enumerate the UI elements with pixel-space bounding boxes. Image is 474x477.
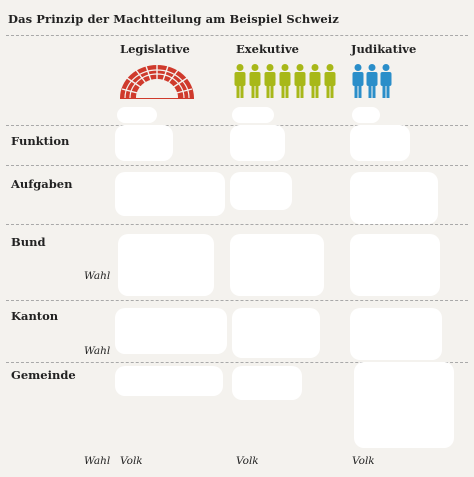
- row-label-kanton: Kanton: [11, 309, 59, 323]
- divider: [6, 300, 468, 301]
- redacted-area: [115, 366, 223, 396]
- redacted-area: [230, 125, 285, 161]
- parliament-icon: [120, 64, 194, 99]
- person-icon: [366, 64, 378, 98]
- redacted-area: [232, 107, 274, 123]
- wahl-label-kanton: Wahl: [84, 345, 111, 357]
- redacted-area: [232, 308, 320, 358]
- person-icon: [249, 64, 261, 98]
- redacted-area: [115, 172, 225, 216]
- judikative-people-icon: [352, 64, 392, 98]
- person-icon: [380, 64, 392, 98]
- column-header-judikative: Judikative: [351, 42, 417, 56]
- divider: [6, 362, 468, 363]
- person-icon: [264, 64, 276, 98]
- volk-label-exekutive: Volk: [236, 455, 259, 467]
- wahl-label-bund: Wahl: [84, 270, 111, 282]
- person-icon: [352, 64, 364, 98]
- volk-label-judikative: Volk: [352, 455, 375, 467]
- divider: [6, 35, 468, 36]
- person-icon: [324, 64, 336, 98]
- redacted-area: [117, 107, 157, 123]
- divider: [6, 165, 468, 166]
- column-header-legislative: Legislative: [120, 42, 190, 56]
- person-icon: [234, 64, 246, 98]
- row-label-gemeinde: Gemeinde: [11, 368, 76, 382]
- row-label-aufgaben: Aufgaben: [11, 177, 73, 191]
- redacted-area: [350, 308, 442, 360]
- wahl-label-gemeinde: Wahl: [84, 455, 111, 467]
- redacted-area: [352, 107, 380, 123]
- redacted-area: [350, 125, 410, 161]
- redacted-area: [350, 172, 438, 224]
- divider: [6, 224, 468, 225]
- redacted-area: [230, 172, 292, 210]
- person-icon: [294, 64, 306, 98]
- exekutive-people-icon: [234, 64, 336, 98]
- redacted-area: [232, 366, 302, 400]
- redacted-area: [115, 125, 173, 161]
- redacted-area: [354, 362, 454, 448]
- person-icon: [309, 64, 321, 98]
- volk-label-legislative: Volk: [120, 455, 143, 467]
- redacted-area: [230, 234, 324, 296]
- person-icon: [279, 64, 291, 98]
- row-label-funktion: Funktion: [11, 134, 70, 148]
- redacted-area: [118, 234, 214, 296]
- row-label-bund: Bund: [11, 235, 46, 249]
- redacted-area: [350, 234, 440, 296]
- column-header-exekutive: Exekutive: [236, 42, 299, 56]
- redacted-area: [115, 308, 227, 354]
- page-title: Das Prinzip der Machtteilung am Beispiel…: [8, 12, 339, 26]
